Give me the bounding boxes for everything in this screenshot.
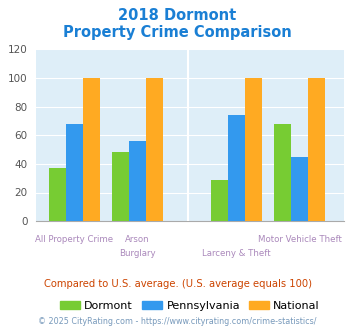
Legend: Dormont, Pennsylvania, National: Dormont, Pennsylvania, National — [55, 296, 324, 315]
Bar — [211, 180, 228, 221]
Text: Larceny & Theft: Larceny & Theft — [202, 248, 271, 257]
Bar — [146, 78, 163, 221]
Bar — [274, 124, 291, 221]
Bar — [245, 78, 262, 221]
Text: All Property Crime: All Property Crime — [35, 235, 113, 244]
Text: Motor Vehicle Theft: Motor Vehicle Theft — [258, 235, 342, 244]
Bar — [129, 141, 146, 221]
Bar — [83, 78, 100, 221]
Text: Property Crime Comparison: Property Crime Comparison — [63, 25, 292, 40]
Bar — [49, 168, 66, 221]
Text: © 2025 CityRating.com - https://www.cityrating.com/crime-statistics/: © 2025 CityRating.com - https://www.city… — [38, 317, 317, 326]
Text: Arson: Arson — [125, 235, 150, 244]
Bar — [66, 124, 83, 221]
Text: 2018 Dormont: 2018 Dormont — [118, 8, 237, 23]
Bar — [228, 115, 245, 221]
Bar — [308, 78, 325, 221]
Bar — [291, 157, 308, 221]
Bar — [112, 152, 129, 221]
Text: Compared to U.S. average. (U.S. average equals 100): Compared to U.S. average. (U.S. average … — [44, 279, 311, 289]
Text: Burglary: Burglary — [119, 248, 156, 257]
